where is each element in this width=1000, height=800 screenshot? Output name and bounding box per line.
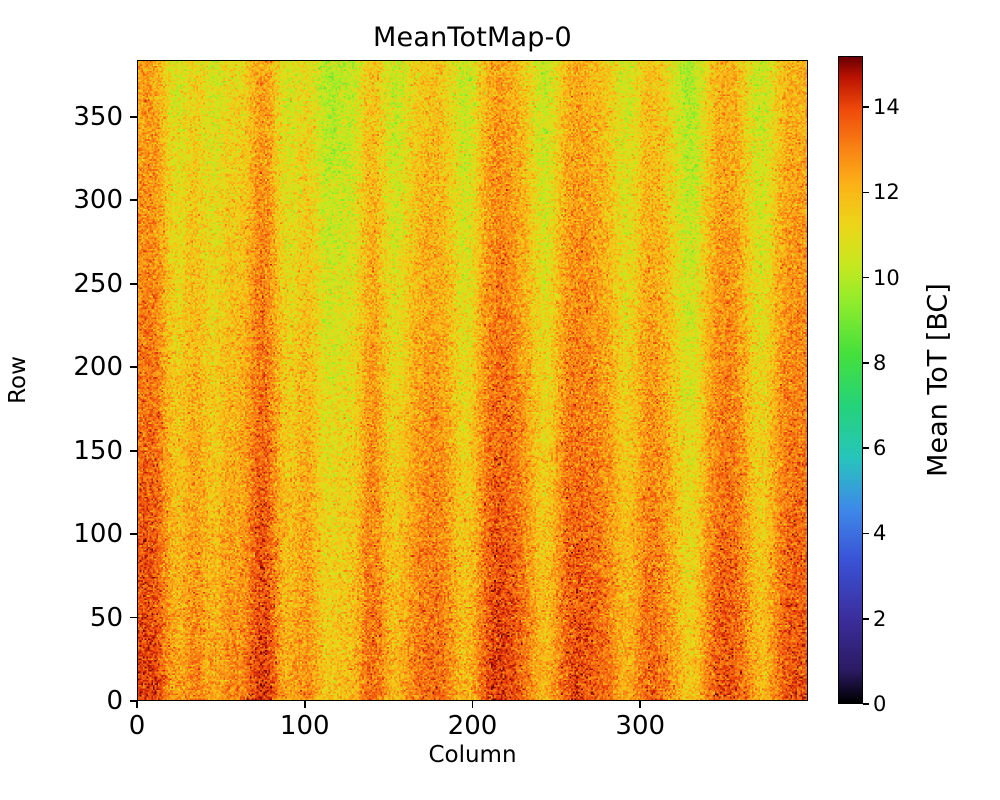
colorbar-tick-label: 14 [873, 95, 900, 120]
heatmap-image[interactable] [138, 61, 807, 700]
x-tick-label: 100 [279, 711, 330, 741]
colorbar-tick-label: 4 [873, 521, 887, 546]
colorbar-tick-mark [863, 703, 869, 705]
x-tick-mark [471, 701, 474, 708]
y-tick-mark [130, 366, 137, 369]
x-tick-mark [136, 701, 138, 708]
colorbar-tick-mark [863, 106, 869, 108]
colorbar-tick-mark [863, 276, 869, 279]
y-axis-label: Row [5, 356, 31, 404]
y-tick-mark [130, 533, 137, 535]
colorbar-tick-label: 8 [873, 350, 887, 375]
colorbar-tick-mark [863, 447, 869, 449]
y-tick-label: 200 [73, 352, 123, 383]
x-tick-mark [303, 701, 306, 708]
colorbar-axis-label: Mean ToT [BC] [922, 283, 954, 477]
y-tick-label: 0 [106, 686, 123, 716]
y-tick-mark [130, 616, 137, 619]
page-title: MeanTotMap-0 [373, 22, 572, 53]
colorbar-gradient [839, 57, 862, 703]
colorbar-tick-label: 0 [873, 692, 887, 716]
colorbar-tick-mark [863, 362, 869, 364]
colorbar-tick-label: 2 [873, 606, 887, 631]
colorbar-tick-mark [863, 191, 869, 194]
y-tick-mark [130, 115, 137, 118]
colorbar-tick-mark [863, 532, 869, 535]
colorbar[interactable] [838, 56, 863, 704]
y-tick-mark [130, 282, 137, 285]
x-tick-label: 300 [615, 711, 666, 741]
y-tick-label: 100 [73, 519, 123, 550]
colorbar-tick-mark [863, 617, 869, 620]
y-tick-label: 300 [73, 185, 123, 216]
colorbar-tick-label: 6 [873, 436, 887, 461]
y-tick-label: 50 [89, 602, 123, 633]
y-tick-mark [130, 449, 137, 452]
x-tick-label: 200 [447, 711, 498, 741]
heatmap-axes[interactable] [137, 60, 808, 701]
x-axis-label: Column [428, 742, 517, 768]
x-tick-mark [639, 701, 642, 708]
y-tick-mark [130, 199, 137, 202]
x-tick-label: 0 [128, 711, 146, 741]
colorbar-tick-label: 12 [873, 180, 900, 205]
y-tick-label: 150 [73, 435, 123, 466]
y-tick-label: 350 [73, 101, 123, 132]
y-tick-mark [130, 700, 137, 702]
colorbar-tick-label: 10 [873, 265, 900, 290]
y-tick-label: 250 [73, 268, 123, 299]
